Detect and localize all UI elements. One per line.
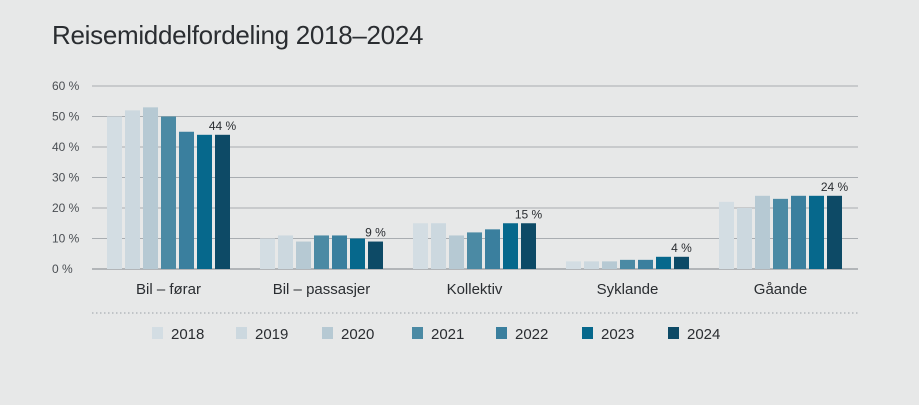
data-label: 4 % <box>671 241 692 255</box>
bar-2023 <box>197 134 212 269</box>
legend-swatch-2023 <box>582 327 593 339</box>
bar-2018 <box>107 116 122 269</box>
category-label: Syklande <box>597 281 659 298</box>
category-label: Bil – førar <box>136 281 201 298</box>
data-label: 44 % <box>209 119 237 133</box>
legend-label-2023: 2023 <box>601 326 634 343</box>
data-label: 15 % <box>515 207 543 221</box>
bar-2018 <box>413 223 428 269</box>
bar-2021 <box>161 116 176 269</box>
legend-label-2021: 2021 <box>431 326 464 343</box>
legend-swatch-2022 <box>496 327 507 339</box>
legend-swatch-2021 <box>412 327 423 339</box>
bar-2023 <box>503 223 518 269</box>
bar-2024 <box>368 241 383 269</box>
bar-2019 <box>278 235 293 269</box>
data-label: 9 % <box>365 226 386 240</box>
bar-2019 <box>125 110 140 270</box>
bar-2019 <box>431 223 446 269</box>
bar-2018 <box>260 238 275 269</box>
bar-2023 <box>350 238 365 269</box>
bar-2022 <box>485 229 500 269</box>
category-label: Bil – passasjer <box>273 281 371 298</box>
y-tick-label: 60 % <box>52 79 80 93</box>
bar-2021 <box>467 232 482 269</box>
bar-2021 <box>620 259 635 269</box>
bar-2020 <box>296 241 311 269</box>
bar-2020 <box>143 107 158 269</box>
bar-2019 <box>584 261 599 269</box>
bar-2021 <box>773 198 788 269</box>
bar-2022 <box>179 131 194 269</box>
bar-2023 <box>656 256 671 269</box>
legend-label-2018: 2018 <box>171 326 204 343</box>
bar-2021 <box>314 235 329 269</box>
y-tick-label: 10 % <box>52 232 80 246</box>
legend-swatch-2018 <box>152 327 163 339</box>
bar-2020 <box>755 195 770 269</box>
bar-2022 <box>332 235 347 269</box>
legend-swatch-2024 <box>668 327 679 339</box>
bar-2020 <box>602 261 617 269</box>
bar-2024 <box>215 134 230 269</box>
bar-2024 <box>521 223 536 269</box>
category-label: Gåande <box>754 281 807 298</box>
bar-2019 <box>737 208 752 269</box>
bar-2022 <box>791 195 806 269</box>
bar-2024 <box>674 256 689 269</box>
legend-label-2024: 2024 <box>687 326 720 343</box>
bar-2023 <box>809 195 824 269</box>
y-tick-label: 0 % <box>52 262 73 276</box>
bar-2024 <box>827 195 842 269</box>
y-tick-label: 50 % <box>52 110 80 124</box>
category-label: Kollektiv <box>447 281 503 298</box>
y-tick-label: 20 % <box>52 201 80 215</box>
chart-title: Reisemiddelfordeling 2018–2024 <box>52 20 424 50</box>
legend-label-2020: 2020 <box>341 326 374 343</box>
y-tick-label: 30 % <box>52 171 80 185</box>
y-tick-label: 40 % <box>52 140 80 154</box>
legend-label-2022: 2022 <box>515 326 548 343</box>
bar-2018 <box>719 201 734 269</box>
bar-2020 <box>449 235 464 269</box>
data-label: 24 % <box>821 180 849 194</box>
legend-label-2019: 2019 <box>255 326 288 343</box>
bar-2018 <box>566 261 581 269</box>
bar-2022 <box>638 259 653 269</box>
legend-swatch-2020 <box>322 327 333 339</box>
legend-swatch-2019 <box>236 327 247 339</box>
